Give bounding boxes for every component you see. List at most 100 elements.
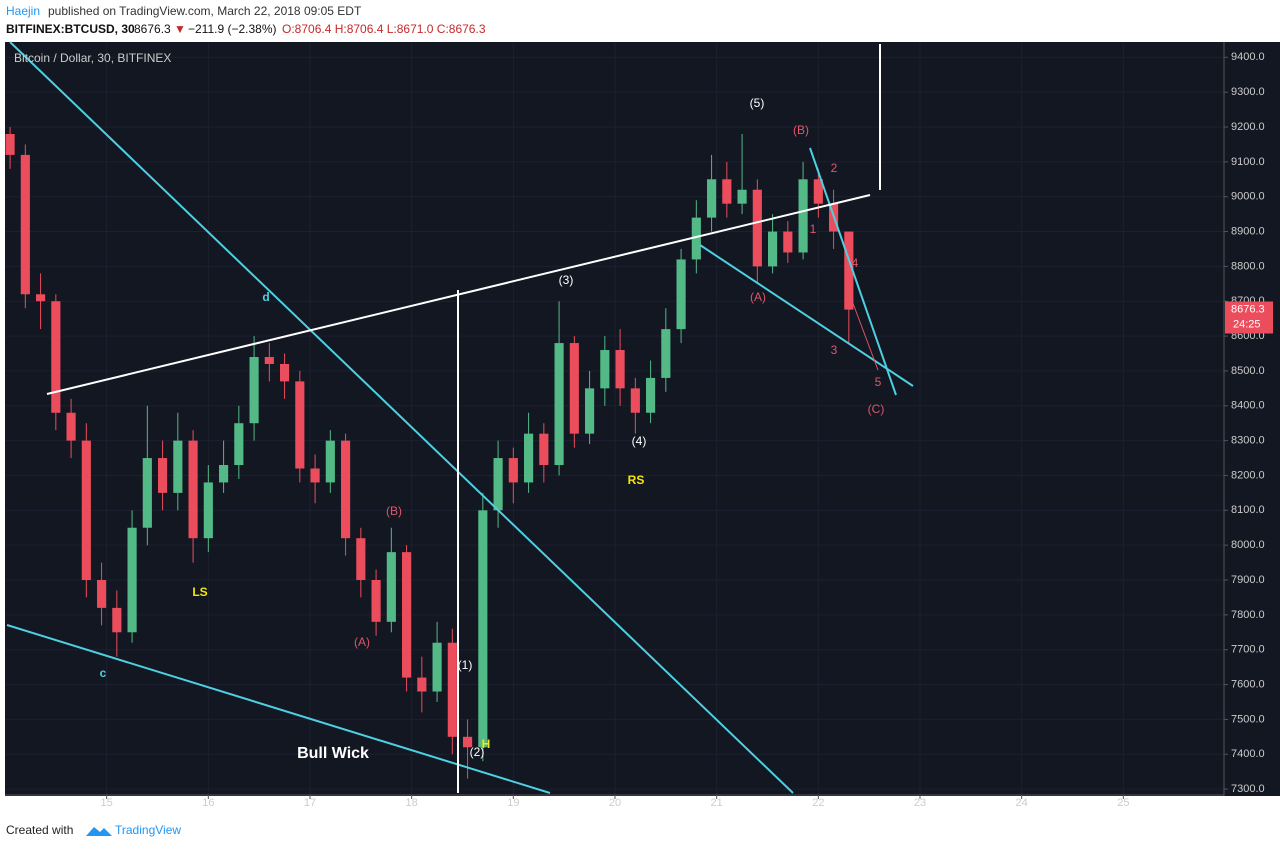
label: Bull Wick bbox=[297, 745, 369, 762]
symbol: BITFINEX:BTCUSD, 30 bbox=[6, 22, 135, 36]
candle-body bbox=[5, 133, 15, 155]
candle-body bbox=[646, 377, 656, 413]
y-tick-label: 7900.0 bbox=[1231, 574, 1265, 586]
y-tick-label: 8200.0 bbox=[1231, 469, 1265, 481]
y-tick-label: 7700.0 bbox=[1231, 644, 1265, 656]
trendline bbox=[809, 147, 897, 396]
label: LS bbox=[192, 585, 207, 599]
candle-body bbox=[402, 552, 412, 678]
label: (C) bbox=[868, 402, 885, 416]
footer-bg bbox=[0, 811, 1280, 848]
label: 3 bbox=[831, 343, 838, 357]
x-tick-label: 17 bbox=[304, 797, 316, 809]
y-tick-label: 8100.0 bbox=[1231, 504, 1265, 516]
label: 2 bbox=[831, 161, 838, 175]
logo bbox=[86, 827, 112, 836]
ohlc: O:8706.4 H:8706.4 L:8671.0 C:8676.3 bbox=[282, 22, 486, 36]
candle-body bbox=[188, 440, 198, 539]
y-tick-label: 7500.0 bbox=[1231, 713, 1265, 725]
label: (A) bbox=[354, 635, 370, 649]
price-tag-label: 8676.3 bbox=[1231, 303, 1265, 315]
label: c bbox=[100, 666, 107, 680]
projection bbox=[847, 289, 879, 371]
header-price: 8676.3 bbox=[134, 22, 171, 36]
candle-body bbox=[20, 154, 30, 295]
annotations: (5) (B) 2 1 4 (A) 3 5 (C) (3) (4) RS d L… bbox=[100, 96, 885, 762]
candle-body bbox=[813, 179, 823, 204]
candle-body bbox=[569, 343, 579, 434]
candle-body bbox=[341, 440, 351, 539]
chart-title: Bitcoin / Dollar, 30, BITFINEX bbox=[14, 51, 171, 65]
candle-body bbox=[127, 527, 137, 633]
y-tick-label: 7600.0 bbox=[1231, 678, 1265, 690]
candle-body bbox=[249, 356, 259, 424]
candle-body bbox=[158, 458, 168, 493]
label: (3) bbox=[559, 273, 574, 287]
candle-body bbox=[539, 433, 549, 466]
candle-body bbox=[661, 329, 671, 378]
label: 4 bbox=[852, 256, 859, 270]
candle-body bbox=[478, 510, 488, 748]
candle-body bbox=[371, 580, 381, 622]
y-tick-label: 8300.0 bbox=[1231, 435, 1265, 447]
candle-body bbox=[386, 552, 396, 622]
candle-body bbox=[112, 607, 122, 633]
candle-body bbox=[554, 343, 564, 466]
candle-body bbox=[615, 350, 625, 389]
y-tick-label: 8800.0 bbox=[1231, 260, 1265, 272]
author[interactable]: Haejin bbox=[6, 4, 40, 18]
candle-body bbox=[36, 294, 46, 302]
candle-body bbox=[752, 189, 762, 267]
label: (B) bbox=[793, 123, 809, 137]
x-tick-label: 21 bbox=[711, 797, 723, 809]
candle-body bbox=[417, 677, 427, 692]
candle-body bbox=[707, 179, 717, 218]
label: (2) bbox=[470, 745, 485, 759]
label: d bbox=[262, 290, 269, 304]
y-tick-label: 7300.0 bbox=[1231, 783, 1265, 795]
footer-brand[interactable]: TradingView bbox=[115, 823, 181, 837]
candle-body bbox=[691, 217, 701, 260]
candle-body bbox=[203, 482, 213, 539]
y-tick-label: 9400.0 bbox=[1231, 51, 1265, 63]
price-tag bbox=[1225, 301, 1273, 334]
candle-body bbox=[600, 350, 610, 389]
label: (B) bbox=[386, 504, 402, 518]
change: −211.9 (−2.38%) bbox=[188, 22, 277, 36]
candle-body bbox=[81, 440, 91, 581]
x-tick-label: 24 bbox=[1016, 797, 1028, 809]
trendline bbox=[9, 41, 794, 794]
candle-body bbox=[798, 179, 808, 253]
candle-body bbox=[447, 642, 457, 737]
candle-body bbox=[493, 458, 503, 511]
label: (1) bbox=[458, 658, 473, 672]
label: (A) bbox=[750, 290, 766, 304]
y-tick-label: 9300.0 bbox=[1231, 86, 1265, 98]
candle-body bbox=[722, 179, 732, 204]
candle-body bbox=[310, 468, 320, 483]
candle-body bbox=[432, 642, 442, 692]
drawings bbox=[6, 41, 914, 794]
candle-body bbox=[264, 356, 274, 364]
label: 1 bbox=[810, 222, 817, 236]
x-tick-label: 16 bbox=[202, 797, 214, 809]
y-tick-label: 7800.0 bbox=[1231, 609, 1265, 621]
x-tick-label: 19 bbox=[507, 797, 519, 809]
candle-body bbox=[234, 423, 244, 466]
label: H bbox=[482, 737, 491, 751]
change-arrow: ▼ bbox=[174, 22, 186, 36]
label: 5 bbox=[875, 375, 882, 389]
label: (4) bbox=[632, 434, 647, 448]
y-tick-label: 8400.0 bbox=[1231, 400, 1265, 412]
candle-body bbox=[585, 388, 595, 434]
y-tick-label: 8500.0 bbox=[1231, 365, 1265, 377]
countdown: 24:25 bbox=[1233, 318, 1261, 330]
x-tick-label: 22 bbox=[812, 797, 824, 809]
trendline bbox=[699, 244, 914, 387]
label: RS bbox=[628, 473, 645, 487]
y-tick-label: 9100.0 bbox=[1231, 156, 1265, 168]
candle-body bbox=[66, 412, 76, 441]
candle-body bbox=[356, 538, 366, 581]
